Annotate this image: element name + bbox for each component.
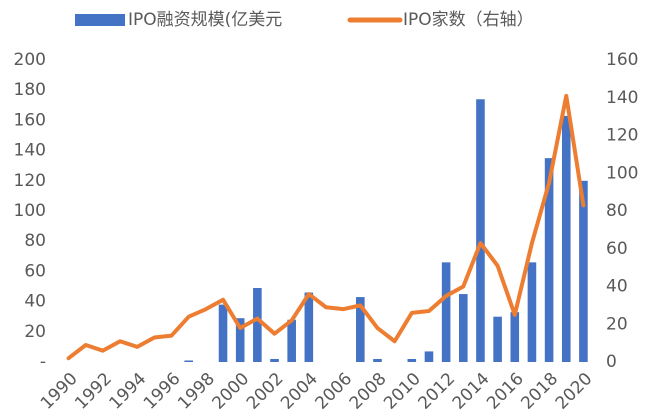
bar — [579, 180, 588, 362]
x-tick-label: 1994 — [106, 369, 151, 414]
bar — [527, 262, 537, 362]
bar — [407, 358, 417, 362]
y2-tick-label: 20 — [606, 314, 628, 334]
x-tick-label: 2020 — [552, 369, 597, 414]
x-tick-label: 2010 — [380, 369, 425, 414]
x-tick-label: 2006 — [311, 369, 356, 414]
bar — [184, 360, 193, 362]
bar — [270, 358, 279, 362]
bar — [510, 312, 520, 362]
x-tick-label: 2012 — [414, 369, 459, 414]
x-tick-label: 2000 — [209, 369, 254, 414]
bar — [304, 292, 314, 362]
y-tick-label: 100 — [14, 201, 46, 221]
y-tick-label: 80 — [24, 231, 46, 251]
bar — [441, 262, 451, 362]
bar — [493, 316, 502, 362]
y2-tick-label: 100 — [606, 163, 638, 183]
bar — [287, 319, 296, 362]
legend-label: IPO融资规模(亿美元 — [128, 10, 282, 30]
y2-tick-label: 120 — [606, 126, 638, 146]
bar — [459, 294, 468, 362]
y2-tick-label: 160 — [606, 50, 638, 70]
y-tick-label: 60 — [24, 261, 46, 281]
x-tick-label: 2016 — [483, 369, 528, 414]
x-tick-label: 2002 — [243, 369, 288, 414]
bar — [476, 99, 485, 362]
x-tick-label: 1992 — [71, 369, 116, 414]
legend-swatch — [75, 14, 125, 26]
y2-tick-label: 0 — [606, 352, 617, 372]
bar — [424, 351, 434, 362]
y2-tick-label: 140 — [606, 88, 638, 108]
y-tick-label: 20 — [24, 322, 46, 342]
bar — [235, 318, 245, 362]
x-tick-label: 2004 — [277, 369, 322, 414]
bar — [373, 358, 382, 362]
x-tick-label: 2008 — [346, 369, 391, 414]
y-tick-label: 180 — [14, 80, 46, 100]
bar — [356, 297, 365, 362]
bar — [544, 158, 554, 362]
bar — [253, 288, 262, 362]
y-tick-label: - — [40, 352, 46, 372]
x-tick-label: 1996 — [140, 369, 185, 414]
line — [66, 93, 586, 361]
y2-tick-label: 80 — [606, 201, 628, 221]
x-tick-label: 1998 — [174, 369, 219, 414]
x-tick-label: 2018 — [517, 369, 562, 414]
x-tick-label: 2014 — [449, 369, 494, 414]
bar — [561, 115, 571, 363]
legend-label: IPO家数（右轴） — [403, 10, 534, 30]
y-tick-label: 40 — [24, 292, 46, 312]
y-tick-label: 200 — [14, 50, 46, 70]
y-tick-label: 120 — [14, 171, 46, 191]
bar — [218, 304, 228, 362]
y2-tick-label: 60 — [606, 239, 628, 259]
y2-tick-label: 40 — [606, 277, 628, 297]
x-tick-label: 1990 — [37, 369, 82, 414]
y-tick-label: 140 — [14, 141, 46, 161]
y-tick-label: 160 — [14, 110, 46, 130]
